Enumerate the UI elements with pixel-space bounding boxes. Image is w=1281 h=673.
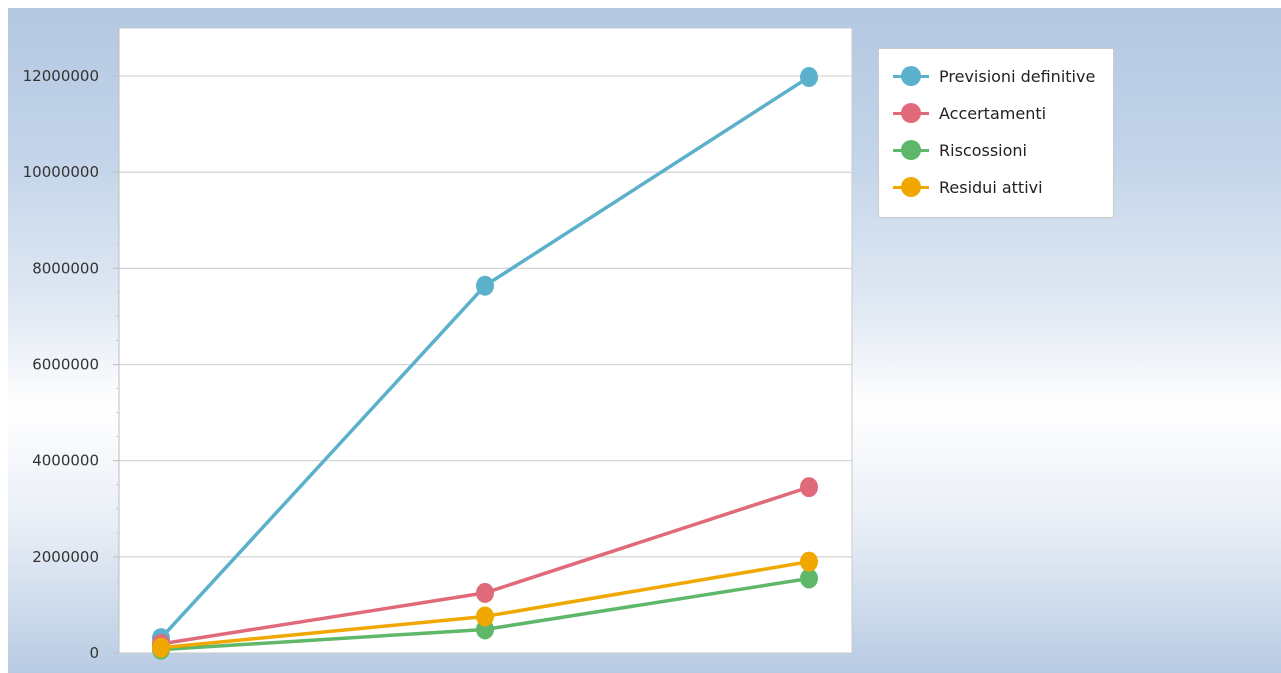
legend-marker-icon	[891, 99, 931, 127]
legend-label: Residui attivi	[939, 177, 1043, 197]
legend-item: Residui attivi	[891, 173, 1043, 201]
y-tick-label: 12000000	[23, 67, 99, 85]
y-tick-label: 8000000	[32, 259, 99, 277]
series-markers	[152, 67, 818, 660]
gridlines	[119, 75, 852, 558]
y-tick-label: 6000000	[32, 356, 99, 374]
data-point	[476, 582, 494, 603]
data-point	[152, 637, 170, 658]
data-point	[476, 275, 494, 296]
legend-item: Riscossioni	[891, 136, 1027, 164]
legend-label: Riscossioni	[939, 140, 1027, 160]
legend-marker-icon	[891, 136, 931, 164]
legend-item: Previsioni definitive	[891, 62, 1095, 90]
line-chart: 0 2000000 4000000 6000000 8000000 10000000 120…	[23, 27, 853, 662]
y-tick-label: 4000000	[32, 452, 99, 470]
legend-label: Accertamenti	[939, 103, 1047, 123]
y-tick-label: 0	[89, 644, 99, 662]
data-point	[800, 568, 818, 589]
y-axis: 0 2000000 4000000 6000000 8000000 10000000 120…	[23, 28, 120, 662]
y-tick-label: 10000000	[23, 163, 99, 181]
legend-marker-icon	[891, 173, 931, 201]
legend-label: Previsioni definitive	[939, 66, 1096, 86]
data-point	[476, 606, 494, 627]
chart-frame: 0 2000000 4000000 6000000 8000000 10000000 120…	[8, 8, 1281, 673]
legend-marker-icon	[891, 62, 931, 90]
data-point	[800, 551, 818, 572]
y-tick-label: 2000000	[32, 548, 99, 566]
legend-item: Accertamenti	[891, 99, 1046, 127]
legend: Previsioni definitive Accertamenti Riscoss…	[878, 48, 1114, 218]
data-point	[800, 477, 818, 498]
data-point	[800, 67, 818, 88]
